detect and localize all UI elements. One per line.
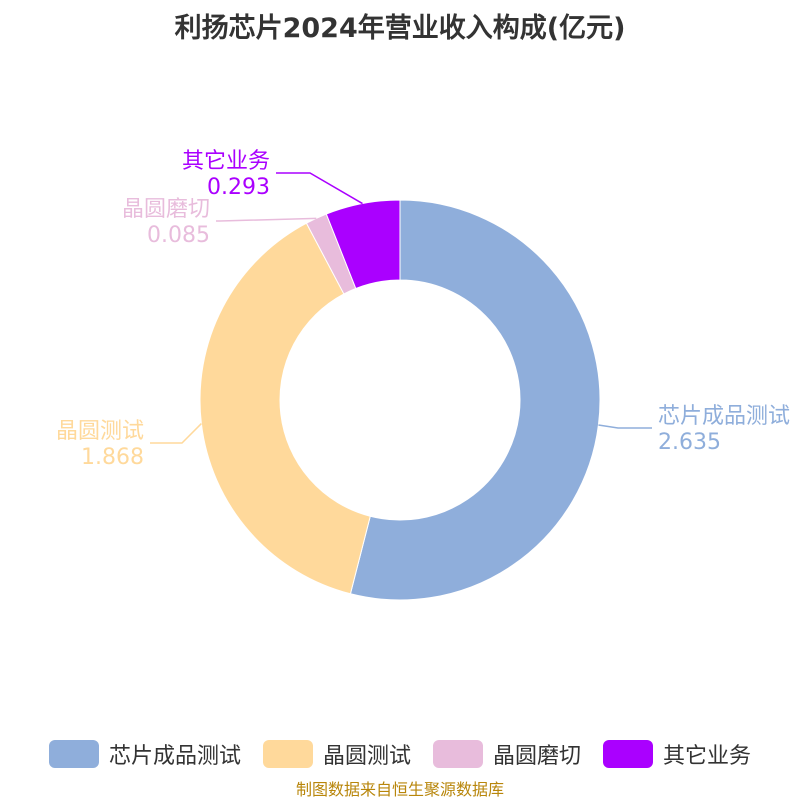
legend-item-wafer-test[interactable]: 晶圆测试 xyxy=(262,738,411,770)
legend-item-wafer-grinding[interactable]: 晶圆磨切 xyxy=(433,738,581,770)
donut-slice[interactable] xyxy=(325,199,401,290)
legend-swatch xyxy=(262,740,313,768)
legend-swatch xyxy=(603,740,654,768)
slice-value-label: 2.635 xyxy=(658,430,721,455)
legend-label: 晶圆测试 xyxy=(322,744,411,769)
leader-line xyxy=(216,217,317,222)
legend-label: 芯片成品测试 xyxy=(108,744,241,769)
legend-item-chip-product-test[interactable]: 芯片成品测试 xyxy=(48,738,241,770)
legend-swatch xyxy=(433,740,483,768)
legend: 芯片成品测试 晶圆测试 晶圆磨切 其它业务 xyxy=(0,738,800,770)
donut-slice[interactable] xyxy=(199,222,371,595)
slice-name-label: 晶圆测试 xyxy=(56,419,144,444)
slice-value-label: 0.293 xyxy=(207,175,270,200)
source-note: 制图数据来自恒生聚源数据库 xyxy=(295,780,504,799)
slice-name-label: 芯片成品测试 xyxy=(658,404,790,429)
slice-name-label: 其它业务 xyxy=(182,149,270,174)
leader-line xyxy=(276,172,363,205)
leader-line xyxy=(598,424,652,429)
donut-slice[interactable] xyxy=(349,199,601,601)
legend-label: 晶圆磨切 xyxy=(493,744,582,769)
slice-value-label: 0.085 xyxy=(147,223,210,248)
chart-title: 利扬芯片2024年营业收入构成(亿元) xyxy=(174,13,626,44)
legend-swatch xyxy=(48,740,99,768)
slice-name-label: 晶圆磨切 xyxy=(122,197,210,222)
leader-line xyxy=(150,423,202,444)
legend-item-other-business[interactable]: 其它业务 xyxy=(603,738,751,770)
slice-value-label: 1.868 xyxy=(81,445,144,470)
legend-label: 其它业务 xyxy=(663,744,752,769)
